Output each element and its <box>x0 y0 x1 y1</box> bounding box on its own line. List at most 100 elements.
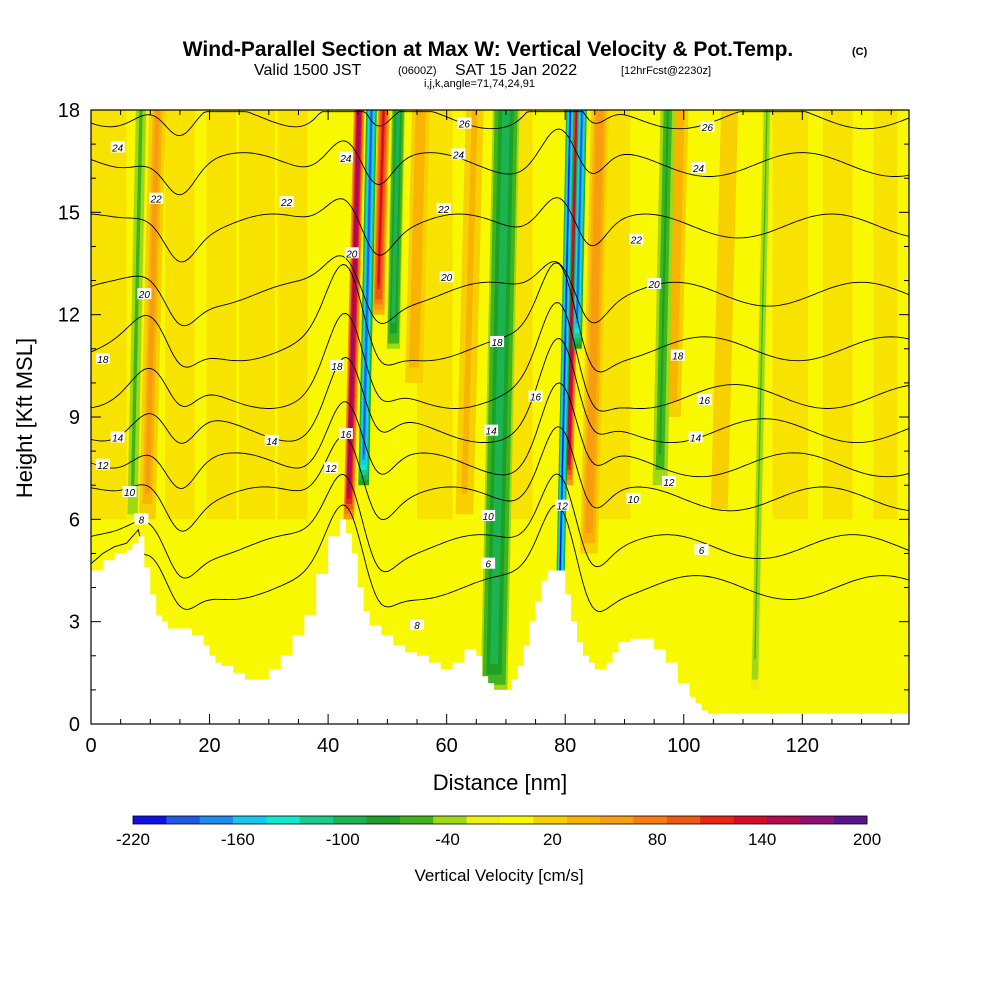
contour-label-bg <box>436 202 451 214</box>
colorbar-swatch <box>133 816 167 824</box>
subtitle-valid: Valid 1500 JST <box>254 62 362 79</box>
colorbar-swatch <box>299 816 334 824</box>
colorbar-swatch <box>500 816 534 824</box>
contour-label-bg <box>490 335 505 347</box>
contour-label: 6 <box>699 546 705 557</box>
colorbar-tick-label: 80 <box>648 830 667 849</box>
colorbar-swatch <box>733 816 768 824</box>
colorbar-swatch <box>433 816 467 824</box>
subtitle-forecast: [12hrFcst@2230z] <box>621 65 711 77</box>
contour-label-bg <box>95 353 110 365</box>
contour-label: 8 <box>414 621 420 632</box>
chart-title-tag: (C) <box>852 46 868 58</box>
contour-label-bg <box>697 393 712 405</box>
updraft-column-8-level-6 <box>717 110 732 489</box>
colorbar-swatch <box>233 816 267 824</box>
contour-label-bg <box>122 486 137 498</box>
colorbar-swatch <box>700 816 734 824</box>
contour-label-bg <box>338 428 353 440</box>
contour-label-bg <box>528 390 543 402</box>
colorbar-swatch <box>466 816 501 824</box>
contour-label-bg <box>338 151 353 163</box>
terrain <box>91 519 909 724</box>
x-tick-label: 60 <box>436 735 458 757</box>
contour-label-bg <box>691 161 706 173</box>
chart-subtitle: Valid 1500 JST (0600Z) SAT 15 Jan 2022 [… <box>254 62 711 79</box>
colorbar-swatch <box>566 816 601 824</box>
contour-label: 22 <box>437 205 450 216</box>
velocity-band <box>165 110 195 520</box>
contour-label-bg <box>329 359 344 371</box>
contour-label: 10 <box>483 512 495 523</box>
theta-contour-16 <box>91 302 909 412</box>
downdraft-column-4-level-6 <box>492 110 509 660</box>
contour-label-bg <box>661 475 676 487</box>
contour-label-bg <box>451 148 466 160</box>
colorbar-frame <box>132 815 868 825</box>
theta-contours <box>91 111 909 612</box>
contour-label-bg <box>279 196 294 208</box>
velocity-field <box>91 110 898 690</box>
contour-label-bg <box>95 458 110 470</box>
contour-label: 24 <box>692 164 705 175</box>
colorbar-swatch <box>833 816 868 824</box>
downdraft-column-5-level-6 <box>658 110 669 455</box>
contour-label: 10 <box>124 488 136 499</box>
contour-label: 16 <box>340 430 352 441</box>
updraft-column-6-level-6 <box>587 110 602 523</box>
updraft-column-4-level-6 <box>462 110 477 489</box>
colorbar-tick-label: -100 <box>326 830 360 849</box>
contour-label-bg <box>110 431 125 443</box>
velocity-band <box>873 110 898 520</box>
contour-label: 18 <box>97 355 109 366</box>
x-tick-label: 100 <box>667 735 700 757</box>
contour-label: 6 <box>485 560 491 571</box>
downdraft-column-0-level-6 <box>362 110 373 455</box>
y-axis-label: Height [Kft MSL] <box>12 338 37 498</box>
contour-label-bg <box>481 557 496 569</box>
plot-area: 24 22 20 18 14 12 10 8 22 14 24 20 18 16 12 26 24 22 20 18 1… <box>91 110 909 724</box>
contour-label: 12 <box>97 461 109 472</box>
colorbar-swatch <box>366 816 401 824</box>
contour-label: 22 <box>150 195 163 206</box>
contour-label-bg <box>457 117 472 129</box>
contour-label-bg <box>264 434 279 446</box>
colorbar-swatch <box>633 816 668 824</box>
colorbar-swatch <box>166 816 201 824</box>
contour-label-bg <box>626 492 641 504</box>
theta-contour-6 <box>91 504 909 612</box>
contour-label-bg <box>629 233 644 245</box>
subtitle-utc: (0600Z) <box>398 65 437 77</box>
downdraft-column-7-level-6 <box>754 110 768 660</box>
theta-contour-10 <box>91 426 909 532</box>
contour-label-bg <box>555 499 570 511</box>
contour-label-bg <box>149 192 164 204</box>
contour-label-bg <box>344 247 359 259</box>
velocity-band <box>277 110 308 520</box>
contour-label-bg <box>484 424 499 436</box>
contour-label-bg <box>670 349 685 361</box>
contour-label: 22 <box>630 236 643 247</box>
colorbar-tick-label: 140 <box>748 830 776 849</box>
theta-contour-14 <box>91 338 909 444</box>
colorbar: -220 -160 -100 -40 20 80 140 200 <box>116 815 881 849</box>
contour-label-bg <box>481 509 496 521</box>
contour-label-bg <box>410 619 425 631</box>
x-tick-label: 120 <box>786 735 819 757</box>
colorbar-swatch <box>600 816 634 824</box>
colorbar-swatch <box>666 816 701 824</box>
y-tick-label: 18 <box>58 100 80 122</box>
contour-label: 8 <box>139 515 145 526</box>
colorbar-tick-label: -40 <box>435 830 460 849</box>
contour-label: 14 <box>690 433 702 444</box>
contour-label: 14 <box>112 433 124 444</box>
y-tick-label: 0 <box>69 714 80 736</box>
theta-contour-24 <box>91 128 909 196</box>
colorbar-swatch <box>533 816 568 824</box>
colorbar-tick-label: -220 <box>116 830 150 849</box>
contour-label: 24 <box>111 144 124 155</box>
chart-subtitle-indices: i,j,k,angle=71,74,24,91 <box>424 78 535 90</box>
colorbar-swatch <box>333 816 367 824</box>
x-tick-label: 0 <box>85 735 96 757</box>
